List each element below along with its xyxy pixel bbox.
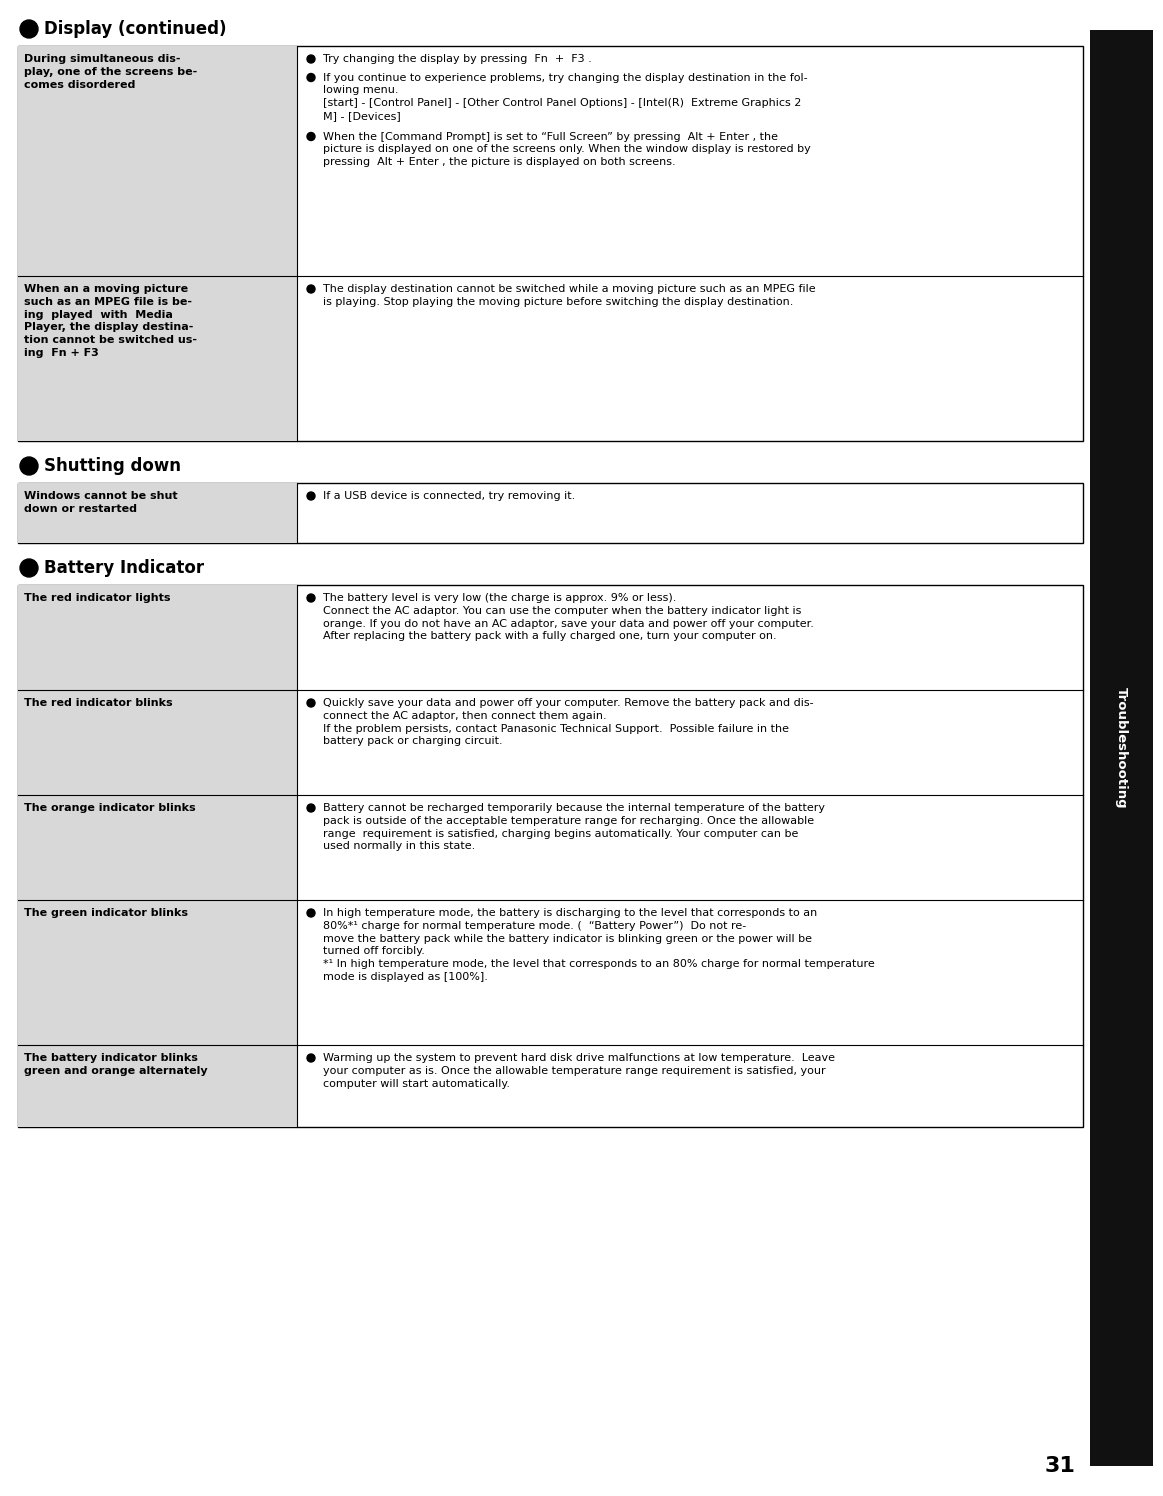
Bar (17, 585, 297, 690)
Circle shape (20, 456, 38, 476)
Bar (17, 46, 1083, 441)
Text: During simultaneous dis-
play, one of the screens be-
comes disordered: During simultaneous dis- play, one of th… (24, 54, 198, 90)
Bar (17, 585, 1083, 1126)
Text: Warming up the system to prevent hard disk drive malfunctions at low temperature: Warming up the system to prevent hard di… (323, 1053, 835, 1089)
Text: If you continue to experience problems, try changing the display destination in : If you continue to experience problems, … (323, 72, 807, 121)
Bar (17, 901, 297, 1046)
Text: Quickly save your data and power off your computer. Remove the battery pack and : Quickly save your data and power off you… (323, 699, 814, 747)
Circle shape (307, 73, 315, 81)
Circle shape (307, 55, 315, 63)
Bar (17, 483, 1083, 543)
Text: Try changing the display by pressing  Fn  +  F3 .: Try changing the display by pressing Fn … (323, 54, 592, 64)
Text: The red indicator lights: The red indicator lights (24, 592, 171, 603)
Circle shape (307, 1055, 315, 1062)
Text: The green indicator blinks: The green indicator blinks (24, 908, 188, 919)
Bar (17, 690, 297, 794)
Circle shape (307, 133, 315, 141)
Text: The red indicator blinks: The red indicator blinks (24, 699, 172, 708)
Text: When the [Command Prompt] is set to “Full Screen” by pressing  Alt + Enter , the: When the [Command Prompt] is set to “Ful… (323, 132, 811, 168)
Text: Battery cannot be recharged temporarily because the internal temperature of the : Battery cannot be recharged temporarily … (323, 803, 825, 851)
Circle shape (307, 803, 315, 812)
Circle shape (307, 699, 315, 708)
Circle shape (307, 910, 315, 917)
Text: Battery Indicator: Battery Indicator (44, 560, 205, 577)
Text: In high temperature mode, the battery is discharging to the level that correspon: In high temperature mode, the battery is… (323, 908, 875, 981)
Text: Troubleshooting: Troubleshooting (1115, 687, 1128, 809)
Circle shape (20, 560, 38, 577)
Circle shape (307, 594, 315, 601)
Bar (17, 794, 297, 901)
Text: The battery level is very low (the charge is approx. 9% or less).
Connect the AC: The battery level is very low (the charg… (323, 592, 814, 642)
Circle shape (307, 492, 315, 500)
Bar (17, 1046, 297, 1126)
Text: The orange indicator blinks: The orange indicator blinks (24, 803, 195, 812)
Text: When an a moving picture
such as an MPEG file is be-
ing  played  with  Media
Pl: When an a moving picture such as an MPEG… (24, 284, 197, 358)
Bar (17, 483, 297, 543)
Circle shape (20, 19, 38, 37)
Text: If a USB device is connected, try removing it.: If a USB device is connected, try removi… (323, 491, 576, 501)
Text: The display destination cannot be switched while a moving picture such as an MPE: The display destination cannot be switch… (323, 284, 815, 307)
Text: Windows cannot be shut
down or restarted: Windows cannot be shut down or restarted (24, 491, 178, 513)
Text: The battery indicator blinks
green and orange alternately: The battery indicator blinks green and o… (24, 1053, 208, 1076)
Bar (17, 46, 297, 275)
Text: 31: 31 (1044, 1456, 1075, 1477)
Text: Display (continued): Display (continued) (44, 19, 227, 37)
Bar (17, 275, 297, 441)
Bar (1090, 30, 1153, 1466)
Text: Shutting down: Shutting down (44, 456, 181, 476)
Circle shape (307, 286, 315, 293)
